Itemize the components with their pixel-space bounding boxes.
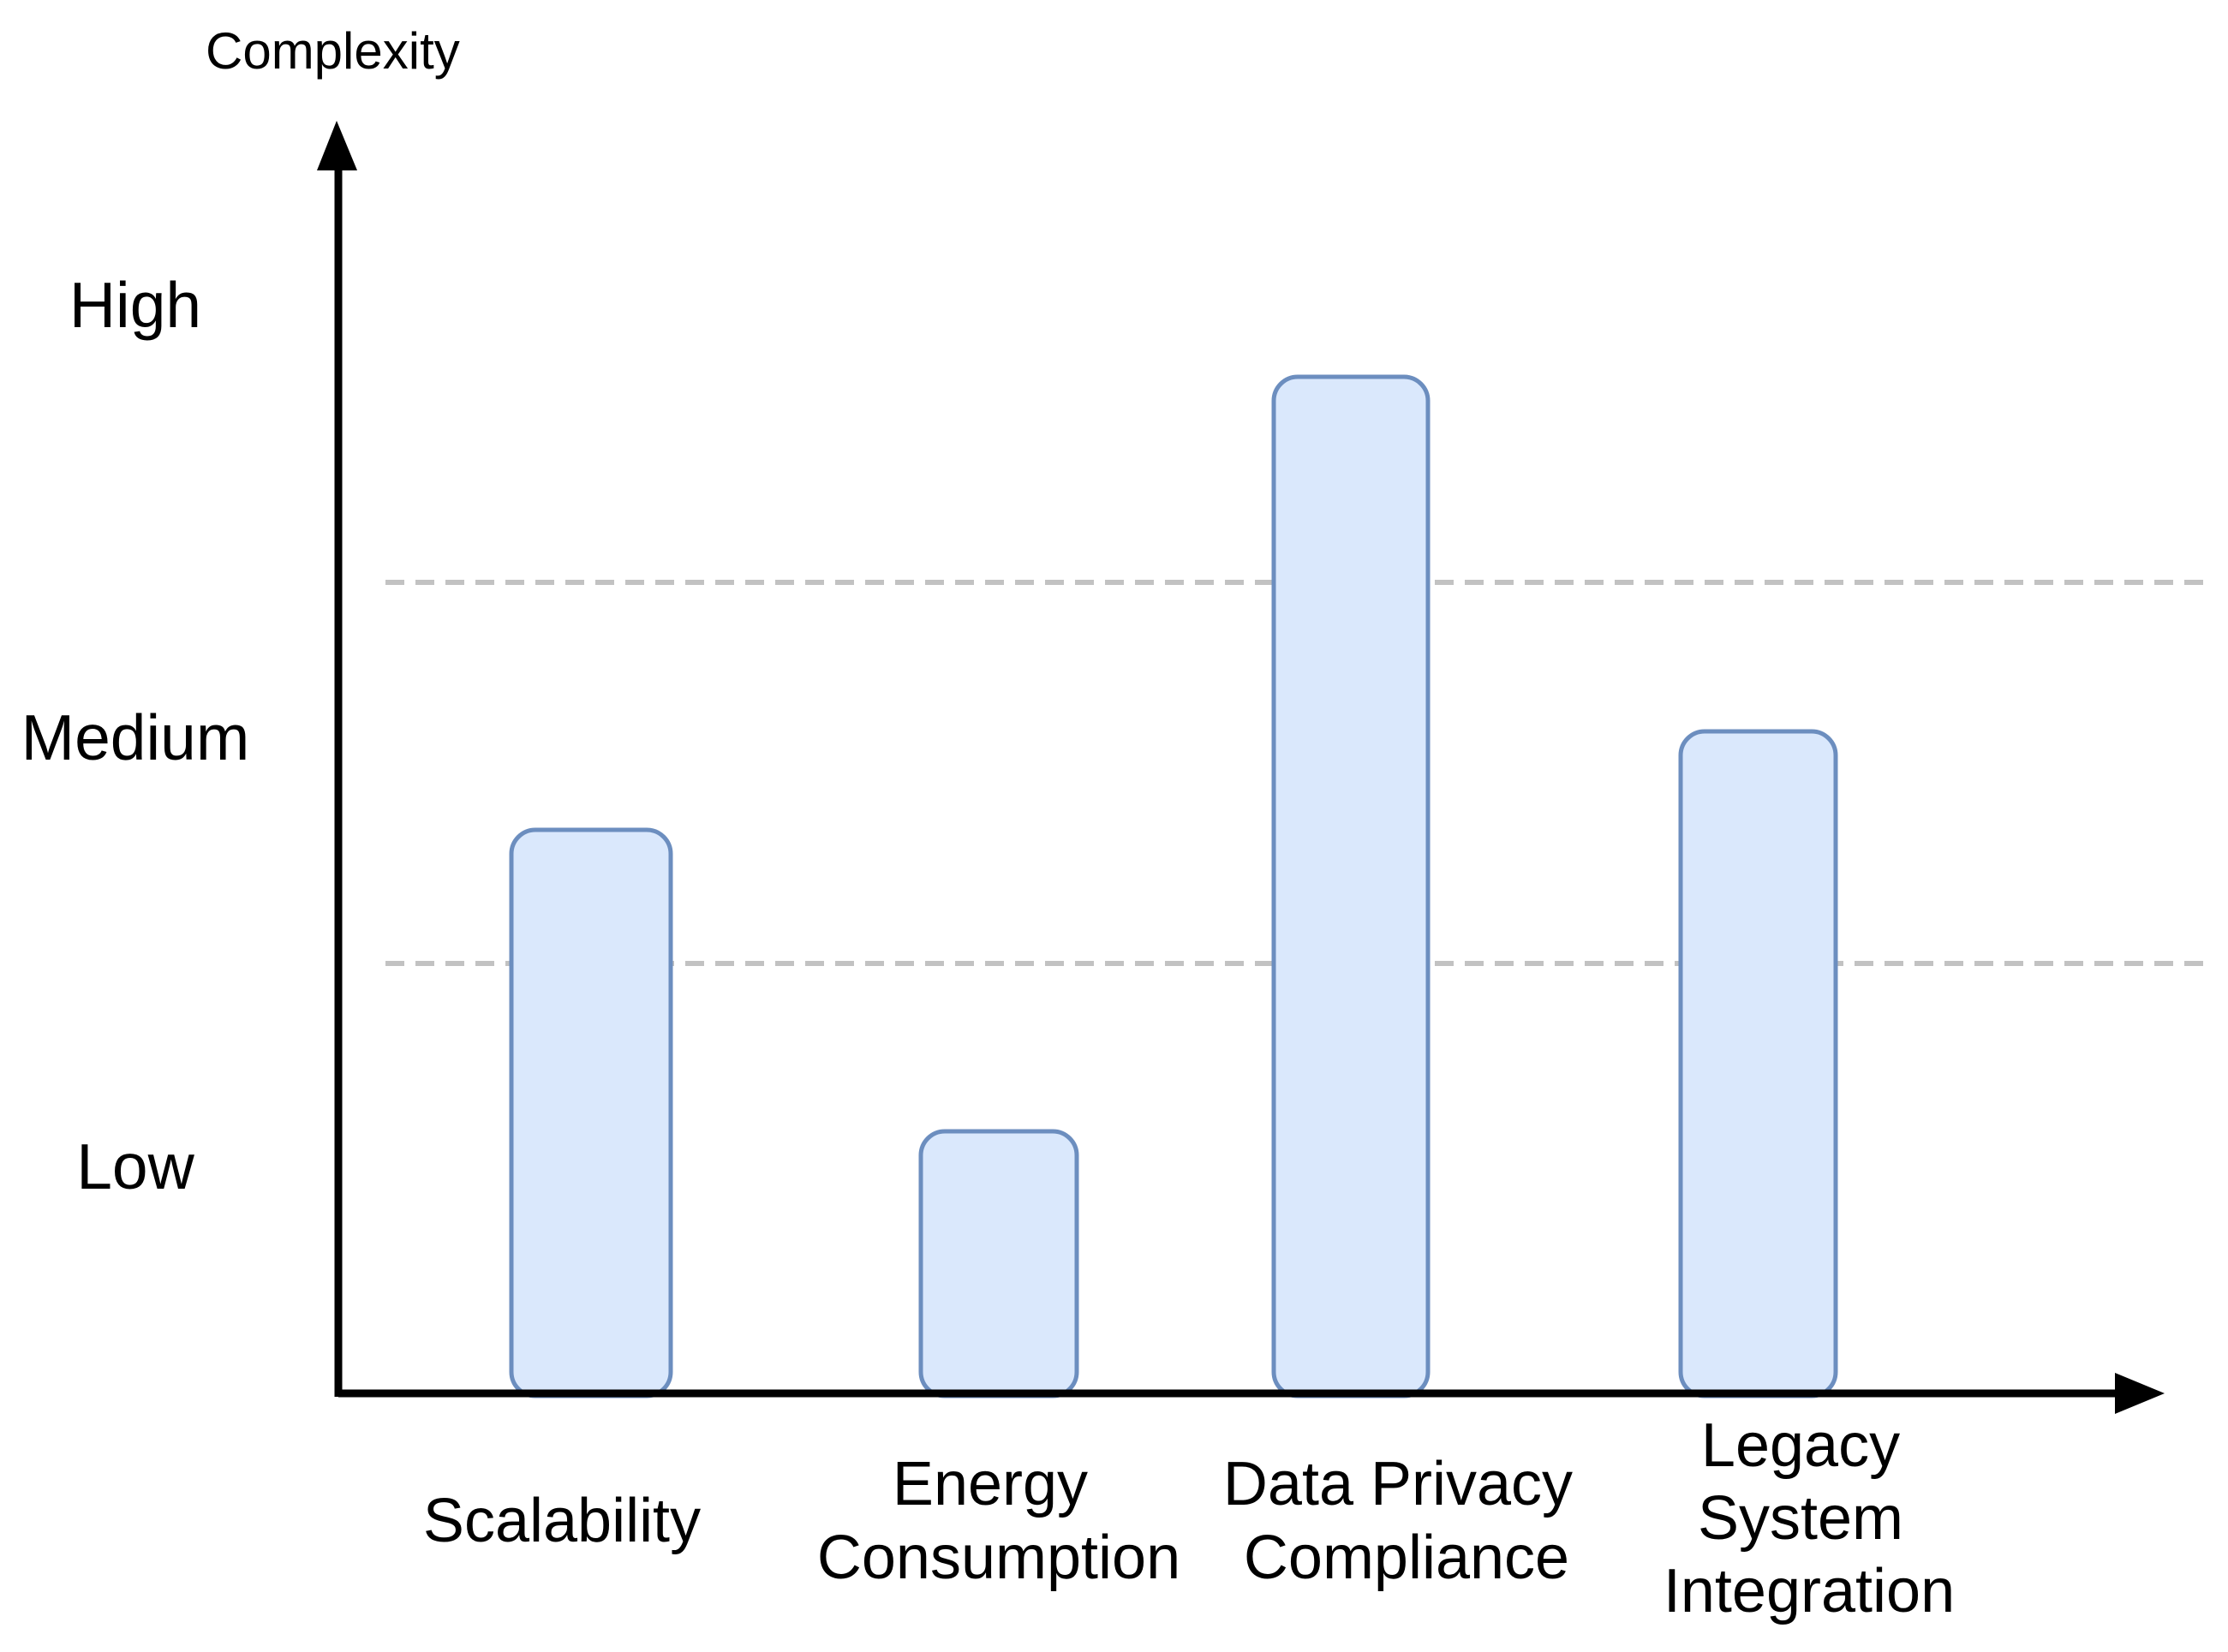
x-axis-arrow-icon: [2115, 1373, 2165, 1414]
xcat-label-legacy-system-integration: Legacy System Integration: [1664, 1411, 1955, 1625]
y-axis-arrow-icon: [317, 121, 357, 170]
ytick-medium: Medium: [21, 701, 250, 773]
xcat-label-energy-consumption: Energy Consumption: [817, 1450, 1180, 1592]
ytick-low: Low: [76, 1130, 194, 1202]
bar-scalability: [509, 827, 673, 1399]
bars-group: [509, 374, 1838, 1399]
bar-data-privacy-compliance: [1271, 374, 1431, 1399]
bar-legacy-system-integration: [1678, 729, 1838, 1399]
ytick-high: High: [69, 269, 201, 341]
y-axis: [317, 121, 357, 1397]
xcat-label-scalability: Scalability: [423, 1487, 701, 1555]
bar-energy-consumption: [918, 1129, 1079, 1399]
xcat-label-data-privacy-compliance: Data Privacy Compliance: [1223, 1450, 1590, 1592]
y-axis-label: Complexity: [206, 22, 460, 80]
x-axis: [338, 1373, 2165, 1414]
